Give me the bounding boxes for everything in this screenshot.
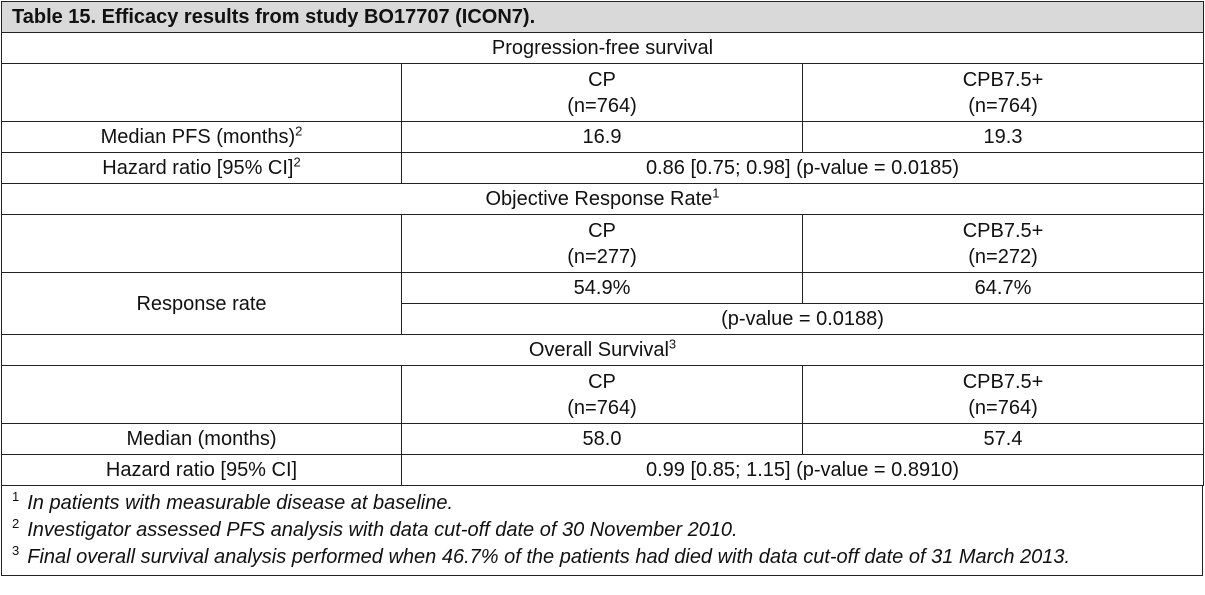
row-label-hazard-ratio-os: Hazard ratio [95% CI] (1, 454, 402, 486)
table-row: Hazard ratio [95% CI] 0.99 [0.85; 1.15] … (1, 454, 1205, 486)
table-row: CP (n=764) CPB7.5+ (n=764) (1, 365, 1205, 424)
column-header-cpb: CPB7.5+ (n=272) (801, 214, 1205, 273)
table-row: Response rate 54.9% 64.7% (1, 272, 1205, 335)
section-os: Overall Survival3 (0, 334, 1205, 366)
row-label-median-pfs: Median PFS (months)2 (1, 121, 402, 153)
column-header-cp: CP (n=764) (401, 63, 803, 122)
footnote: 2 Investigator assessed PFS analysis with… (12, 516, 738, 541)
empty-header-cell (1, 365, 402, 424)
cell-median-pfs-cpb: 19.3 (801, 121, 1205, 153)
cell-median-os-cpb: 57.4 (801, 423, 1205, 455)
cell-hazard-ratio-os: 0.99 [0.85; 1.15] (p-value = 0.8910) (400, 454, 1205, 486)
section-orr: Objective Response Rate1 (0, 183, 1205, 215)
table-row: Median PFS (months)2 16.9 19.3 (1, 121, 1205, 153)
table-row: (p-value = 0.0188) (2, 303, 1205, 335)
table-row: CP (n=277) CPB7.5+ (n=272) (1, 214, 1205, 273)
row-label-response-rate: Response rate (1, 272, 402, 335)
column-header-cpb: CPB7.5+ (n=764) (801, 63, 1205, 122)
cell-hazard-ratio-pfs: 0.86 [0.75; 0.98] (p-value = 0.0185) (400, 152, 1205, 184)
cell-median-os-cp: 58.0 (401, 423, 803, 455)
empty-header-cell (1, 214, 402, 273)
footnotes: 1 In patients with measurable disease at … (1, 486, 1203, 576)
footnote: 3 Final overall survival analysis perform… (12, 543, 1071, 568)
footnote: 1 In patients with measurable disease at … (12, 489, 454, 514)
cell-response-p-value: (p-value = 0.0188) (400, 303, 1205, 335)
column-header-cp: CP (n=764) (401, 365, 803, 424)
efficacy-table: Table 15. Efficacy results from study BO… (0, 1, 1205, 486)
cell-response-rate-cp: 54.9% (401, 272, 803, 304)
empty-header-cell (1, 63, 402, 122)
section-pfs: Progression-free survival (0, 32, 1205, 64)
table-row: CP (n=764) CPB7.5+ (n=764) (1, 63, 1205, 122)
table-row: Median (months) 58.0 57.4 (1, 423, 1205, 455)
cell-median-pfs-cp: 16.9 (401, 121, 803, 153)
table-title: Table 15. Efficacy results from study BO… (0, 1, 1205, 33)
cell-response-rate-cpb: 64.7% (801, 272, 1205, 304)
efficacy-table-container: Table 15. Efficacy results from study BO… (0, 1, 1205, 576)
row-label-median-os: Median (months) (1, 423, 402, 455)
column-header-cpb: CPB7.5+ (n=764) (801, 365, 1205, 424)
column-header-cp: CP (n=277) (401, 214, 803, 273)
row-label-hazard-ratio-pfs: Hazard ratio [95% CI]2 (1, 152, 402, 184)
table-row: Hazard ratio [95% CI]2 0.86 [0.75; 0.98]… (1, 152, 1205, 184)
